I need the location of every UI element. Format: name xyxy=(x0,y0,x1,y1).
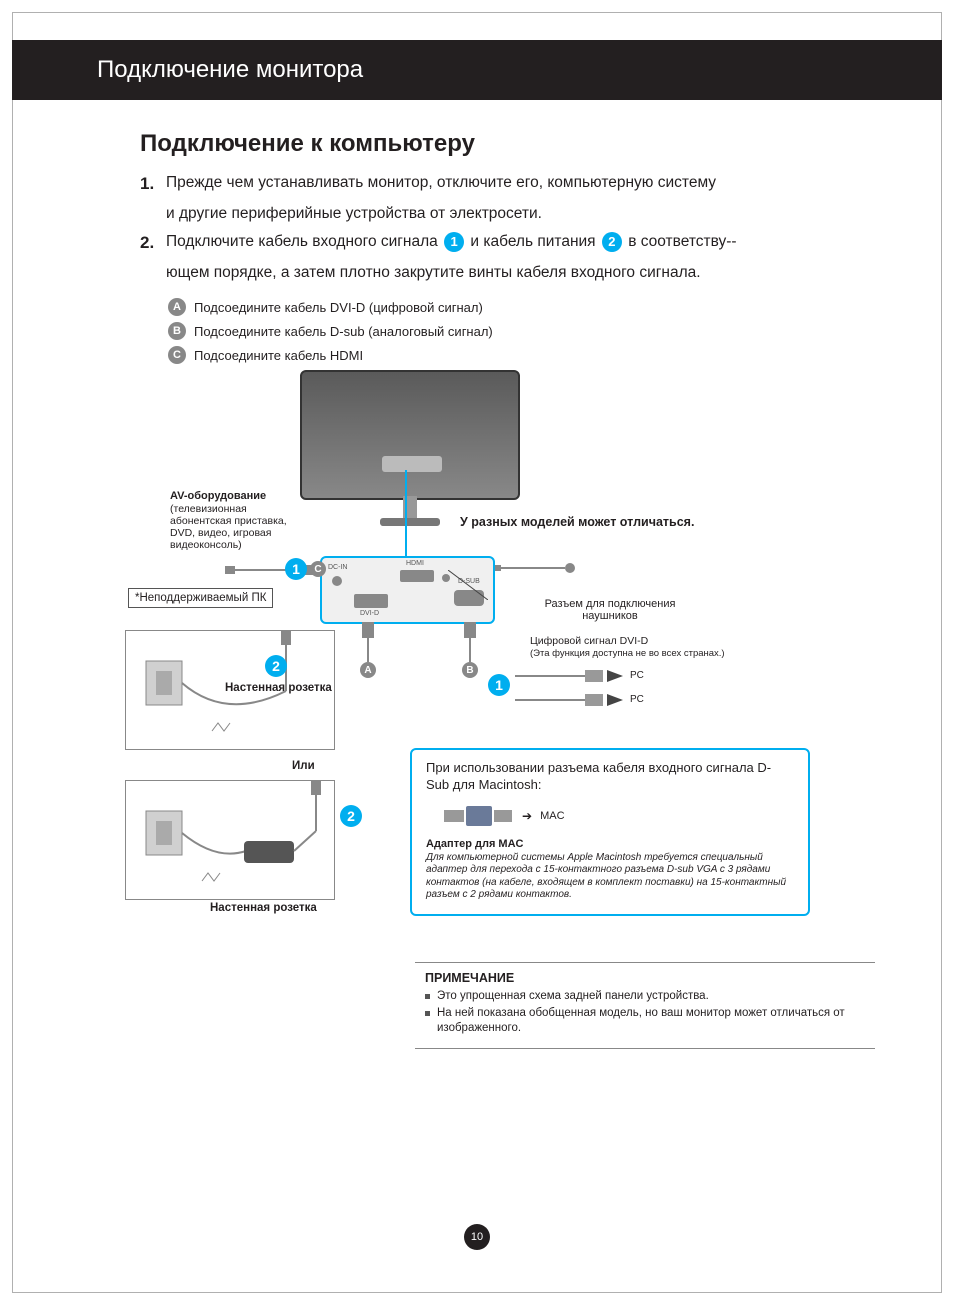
sub-a-text: Подсоедините кабель DVI-D (цифровой сигн… xyxy=(194,300,483,315)
dvid-label-text: Цифровой сигнал DVI-D xyxy=(530,635,648,647)
dsub-down-cable-icon xyxy=(460,622,480,662)
monitor-to-ports-line xyxy=(405,470,407,558)
dvid-port-icon xyxy=(354,594,388,608)
mac-intro: При использовании разъема кабеля входног… xyxy=(426,760,794,794)
step-2-cont: ющем порядке, а затем плотно закрутите в… xyxy=(140,262,864,284)
sub-item-b: B Подсоедините кабель D-sub (аналоговый … xyxy=(168,322,864,340)
pc-conn-1-icon xyxy=(515,668,625,684)
unsupported-pc-note: *Неподдерживаемый ПК xyxy=(128,588,273,608)
step-1-cont: и другие периферийные устройства от элек… xyxy=(140,203,864,225)
monitor-stand xyxy=(380,496,440,526)
headphone-leader-line xyxy=(448,570,488,600)
marker-2-power-a: 2 xyxy=(265,655,287,677)
or-label: Или xyxy=(292,760,315,772)
variance-note: У разных моделей может отличаться. xyxy=(460,515,694,529)
dc-in-port-icon xyxy=(332,576,342,586)
headphone-cable-icon xyxy=(495,562,575,574)
mac-adapter-row: ➔ MAC xyxy=(444,804,794,828)
av-equipment-note: AV-оборудование (телевизионная абонентск… xyxy=(170,490,300,551)
letter-a-port-icon: A xyxy=(360,662,376,678)
hdmi-label: HDMI xyxy=(406,560,424,567)
inline-marker-1-icon: 1 xyxy=(444,232,464,252)
note-box: ПРИМЕЧАНИЕ Это упрощенная схема задней п… xyxy=(415,962,875,1049)
hdmi-port-icon xyxy=(400,570,434,582)
dvid-label: DVI-D xyxy=(360,610,379,617)
note-item-1: Это упрощенная схема задней панели устро… xyxy=(425,989,865,1004)
mac-adapter-icon xyxy=(444,804,514,828)
mac-adapter-box: При использовании разъема кабеля входног… xyxy=(410,748,810,916)
note-list: Это упрощенная схема задней панели устро… xyxy=(425,989,865,1036)
step-2-line-a: Подключите кабель входного сигнала 1 и к… xyxy=(166,231,737,256)
content-area: Подключение к компьютеру 1. Прежде чем у… xyxy=(140,130,864,370)
dc-in-label: DC-IN xyxy=(328,564,347,571)
sub-b-text: Подсоедините кабель D-sub (аналоговый си… xyxy=(194,324,493,339)
marker-1-signal: 1 xyxy=(488,674,510,696)
marker-1-hdmi: 1 xyxy=(285,558,307,580)
numbered-list: 1. Прежде чем устанавливать монитор, отк… xyxy=(140,172,864,284)
note-heading: ПРИМЕЧАНИЕ xyxy=(425,971,865,985)
inline-marker-2-icon: 2 xyxy=(602,232,622,252)
step-2-number: 2. xyxy=(140,231,160,256)
av-body: (телевизионная абонентская приставка, DV… xyxy=(170,503,287,551)
dvid-note: Цифровой сигнал DVI-D (Эта функция досту… xyxy=(530,635,790,659)
sub-item-c: C Подсоедините кабель HDMI xyxy=(168,346,864,364)
step2-pre: Подключите кабель входного сигнала xyxy=(166,233,442,250)
letter-b-port-icon: B xyxy=(462,662,478,678)
pc-conn-2-icon xyxy=(515,692,625,708)
pc-label-1: PC xyxy=(630,670,644,681)
marker-2-power-b: 2 xyxy=(340,805,362,827)
sub-item-a: A Подсоедините кабель DVI-D (цифровой си… xyxy=(168,298,864,316)
pc-label-2: PC xyxy=(630,694,644,705)
header-bar: Подключение монитора xyxy=(12,40,942,100)
dvid-sub-note: (Эта функция доступна не во всех странах… xyxy=(530,648,725,659)
wall-outlet-label-1: Настенная розетка xyxy=(225,682,332,694)
step2-mid: и кабель питания xyxy=(470,233,599,250)
step-1-line-a: Прежде чем устанавливать монитор, отключ… xyxy=(166,172,716,197)
mac-label: MAC xyxy=(540,810,564,822)
headphone-note: Разъем для подключения наушников xyxy=(540,598,680,622)
header-title: Подключение монитора xyxy=(97,56,363,84)
letter-c-port-icon: C xyxy=(310,561,326,577)
monitor-rear-icon xyxy=(300,370,520,526)
section-title: Подключение к компьютеру xyxy=(140,130,864,158)
wall-outlet-panel-2 xyxy=(125,780,335,900)
letter-a-icon: A xyxy=(168,298,186,316)
step-2: 2. Подключите кабель входного сигнала 1 … xyxy=(140,231,864,256)
av-title: AV-оборудование xyxy=(170,490,266,502)
step-1-line-b: и другие периферийные устройства от элек… xyxy=(166,203,542,225)
letter-c-icon: C xyxy=(168,346,186,364)
letter-b-icon: B xyxy=(168,322,186,340)
step-2-line-b: ющем порядке, а затем плотно закрутите в… xyxy=(166,262,701,284)
dvid-down-cable-icon xyxy=(358,622,378,662)
step2-post: в соответству-- xyxy=(628,233,736,250)
step-1: 1. Прежде чем устанавливать монитор, отк… xyxy=(140,172,864,197)
arrow-icon: ➔ xyxy=(522,809,532,823)
mac-adapter-desc: Для компьютерной системы Apple Macintosh… xyxy=(426,852,794,902)
monitor-screen xyxy=(300,370,520,500)
page-number: 10 xyxy=(464,1224,490,1250)
sub-c-text: Подсоедините кабель HDMI xyxy=(194,348,363,363)
wall-plug-2-icon xyxy=(126,781,334,899)
monitor-base xyxy=(380,518,440,526)
step-1-number: 1. xyxy=(140,172,160,197)
connection-diagram: У разных моделей может отличаться. DC-IN… xyxy=(140,370,860,950)
monitor-port-area xyxy=(382,456,442,472)
wall-outlet-label-2: Настенная розетка xyxy=(210,902,317,914)
mac-adapter-title: Адаптер для MAC xyxy=(426,838,794,850)
note-item-2: На ней показана обобщенная модель, но ва… xyxy=(425,1006,865,1036)
sub-list: A Подсоедините кабель DVI-D (цифровой си… xyxy=(140,298,864,364)
